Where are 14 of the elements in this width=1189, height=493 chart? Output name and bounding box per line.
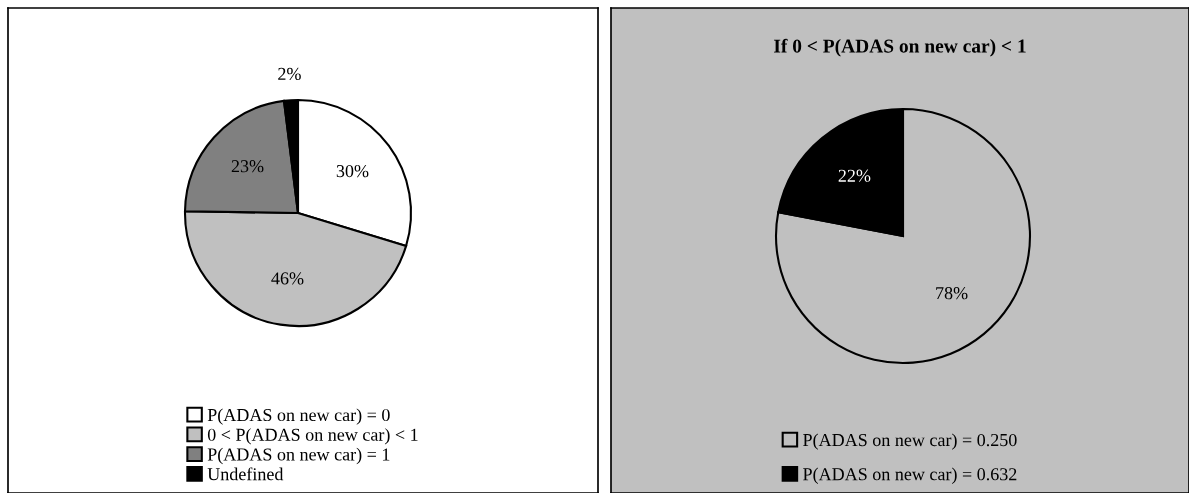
data-label: 23% xyxy=(231,160,264,173)
data-label: 22% xyxy=(838,169,871,182)
data-label: 2% xyxy=(278,67,301,80)
legend-label: P(ADAS on new car) = 0.632 xyxy=(803,467,1017,484)
legend-label: P(ADAS on new car) = 0.250 xyxy=(803,433,1017,450)
data-label: 30% xyxy=(336,164,369,178)
data-label: 78% xyxy=(936,287,968,300)
legend-label: P(ADAS on new car) = 1 xyxy=(207,447,390,465)
data-label: 46% xyxy=(271,272,304,285)
legend-label: Undefined xyxy=(207,467,284,481)
pie-slice xyxy=(774,107,1032,365)
chart-title: If 0 < P(ADAS on new car) < 1 xyxy=(774,38,1026,57)
legend-label: P(ADAS on new car) = 0 xyxy=(207,408,390,425)
legend-label: 0 < P(ADAS on new car) < 1 xyxy=(207,428,418,445)
